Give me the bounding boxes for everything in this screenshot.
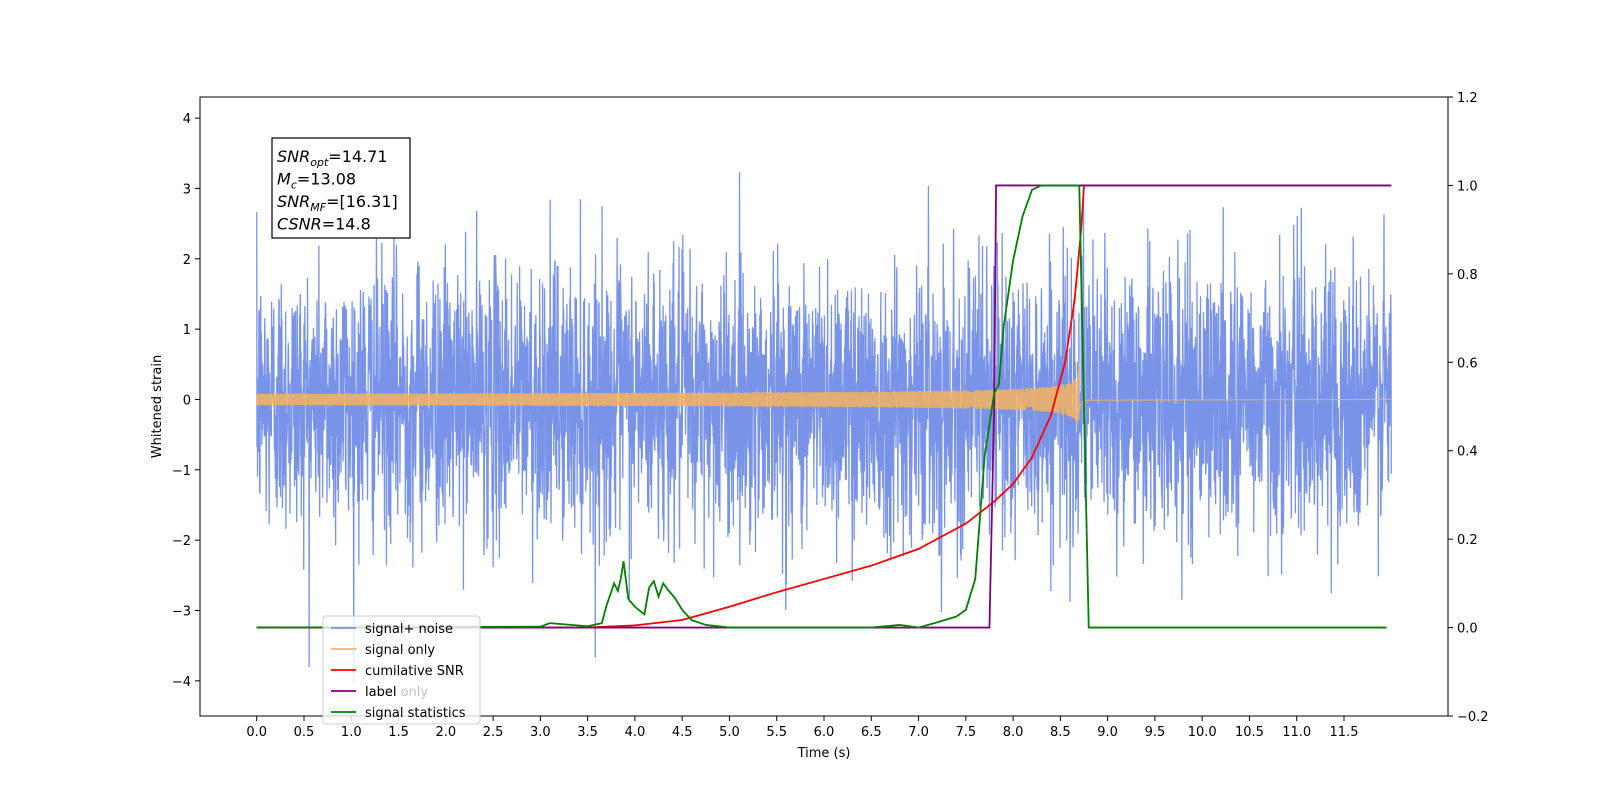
x-tick-label: 11.5 — [1330, 725, 1359, 740]
x-tick-label: 6.5 — [861, 725, 882, 740]
y-right-tick-label: 0.8 — [1457, 268, 1478, 283]
annotation-box: SNRopt=14.71Mc=13.08SNRMF=[16.31]CSNR=14… — [271, 137, 411, 239]
x-axis-ticks: 0.0 0.5 1.0 1.5 2.0 2.5 3.0 3.5 4.0 4.5 5.0 5.5 6.0 6… — [246, 716, 1358, 740]
annotation-line: SNRMF=[16.31] — [277, 192, 398, 214]
x-tick-label: 1.0 — [341, 725, 362, 740]
x-tick-label: 8.0 — [1003, 725, 1024, 740]
y-tick-label: 1 — [183, 323, 191, 338]
x-tick-label: 7.0 — [908, 725, 929, 740]
y-tick-label: 4 — [183, 112, 191, 127]
x-tick-label: 5.5 — [766, 725, 787, 740]
y-axis-ticks: 4 3 2 1 0 −1 −2 −3 −4 — [172, 112, 200, 690]
line-signal-statistics — [256, 184, 1387, 629]
y-right-tick-label: 0.2 — [1457, 533, 1478, 548]
y-right-tick-label: 0.4 — [1457, 445, 1478, 460]
x-tick-label: 9.5 — [1145, 725, 1166, 740]
x-tick-label: 10.0 — [1188, 725, 1217, 740]
y-tick-label: 0 — [183, 393, 191, 408]
x-tick-label: 3.5 — [577, 725, 598, 740]
x-tick-label: 5.0 — [719, 725, 740, 740]
x-tick-label: 0.0 — [246, 725, 267, 740]
x-tick-label: 3.0 — [530, 725, 551, 740]
legend-entry: cumilative SNR — [365, 664, 464, 679]
annotation-frame — [271, 137, 411, 239]
y-tick-label: 2 — [183, 253, 191, 268]
x-tick-label: 2.5 — [483, 725, 504, 740]
y-tick-label: −3 — [172, 604, 191, 619]
y-axis-right-ticks: 1.2 1.0 0.8 0.6 0.4 0.2 0.0 −0.2 — [1448, 91, 1489, 725]
y-right-tick-label: 1.2 — [1457, 91, 1478, 106]
y-tick-label: −1 — [172, 464, 191, 479]
y-tick-label: −2 — [172, 534, 191, 549]
x-tick-label: 10.5 — [1235, 725, 1264, 740]
y-right-tick-label: −0.2 — [1457, 710, 1489, 725]
y-tick-label: −4 — [172, 675, 191, 690]
line-signal-plus-noise — [256, 172, 1392, 682]
y-right-tick-label: 1.0 — [1457, 179, 1478, 194]
line-signal-only — [256, 360, 1392, 424]
x-tick-label: 4.0 — [625, 725, 646, 740]
y-axis-label: Whitened strain — [150, 355, 165, 458]
legend-frame — [322, 615, 481, 725]
legend-ghost-entry: label only — [365, 685, 428, 700]
series-signal-plus-noise — [256, 172, 1392, 682]
x-tick-label: 2.0 — [435, 725, 456, 740]
y-tick-label: 3 — [183, 182, 191, 197]
legend-entry: label — [365, 685, 396, 700]
x-tick-label: 0.5 — [294, 725, 315, 740]
legend-entry: signal statistics — [365, 706, 466, 721]
legend-entry: signal only — [365, 643, 435, 658]
line-label — [256, 184, 1392, 629]
y-right-tick-label: 0.0 — [1457, 622, 1478, 637]
x-tick-label: 4.5 — [672, 725, 693, 740]
annotation-line: Mc=13.08 — [277, 170, 356, 192]
x-axis-label: Time (s) — [797, 746, 851, 761]
series-lines — [256, 184, 1392, 629]
series-signal-only — [256, 360, 1392, 424]
legend-entry: signal+ noise — [365, 622, 453, 637]
x-tick-label: 8.5 — [1050, 725, 1071, 740]
annotation-line: CSNR=14.8 — [277, 215, 371, 234]
legend: signal+ noise signal only cumilative SNR la… — [322, 615, 481, 725]
x-tick-label: 11.0 — [1282, 725, 1311, 740]
x-tick-label: 7.5 — [955, 725, 976, 740]
x-tick-label: 9.0 — [1097, 725, 1118, 740]
y-right-tick-label: 0.6 — [1457, 356, 1478, 371]
x-tick-label: 1.5 — [388, 725, 409, 740]
annotation-line: SNRopt=14.71 — [277, 147, 388, 169]
x-tick-label: 6.0 — [814, 725, 835, 740]
